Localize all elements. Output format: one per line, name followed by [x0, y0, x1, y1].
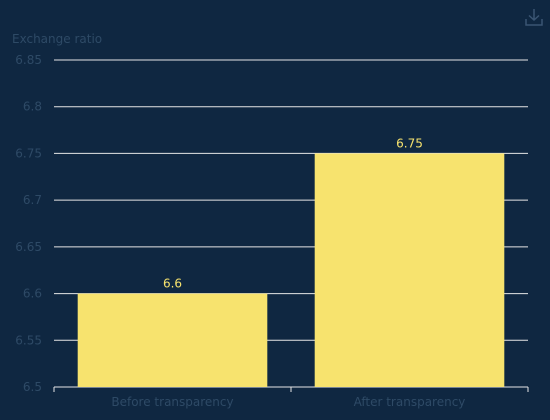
x-tick-label: Before transparency	[111, 395, 233, 409]
y-tick-label: 6.55	[15, 333, 42, 347]
y-tick-label: 6.6	[23, 287, 42, 301]
data-label: 6.6	[163, 277, 182, 291]
data-label: 6.75	[396, 136, 423, 150]
y-tick-label: 6.75	[15, 146, 42, 160]
x-tick-label: After transparency	[354, 395, 466, 409]
bar	[314, 153, 505, 387]
bar	[77, 293, 268, 387]
download-icon	[525, 9, 543, 26]
y-tick-labels: 6.5 6.55 6.6 6.65 6.7 6.75 6.8 6.85	[15, 53, 42, 394]
y-tick-label: 6.5	[23, 380, 42, 394]
y-tick-label: 6.8	[23, 100, 42, 114]
y-tick-label: 6.85	[15, 53, 42, 67]
download-button[interactable]	[524, 7, 544, 27]
y-tick-label: 6.65	[15, 240, 42, 254]
bars: 6.6 6.75	[77, 136, 505, 387]
y-tick-label: 6.7	[23, 193, 42, 207]
x-tick-labels: Before transparency After transparency	[111, 395, 465, 409]
y-axis-label: Exchange ratio	[12, 32, 102, 46]
